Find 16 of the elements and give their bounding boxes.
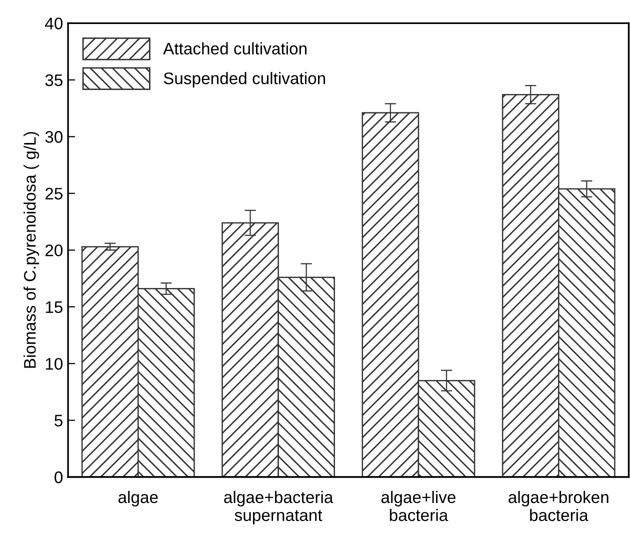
- legend-label: Attached cultivation: [163, 42, 306, 55]
- y-tick-label: 20: [45, 244, 63, 256]
- y-tick-label: 30: [45, 131, 63, 143]
- x-tick-label: algae: [118, 490, 158, 506]
- y-tick-label: 10: [46, 358, 63, 370]
- x-tick-label: algae+live bacteria: [381, 490, 456, 522]
- legend-label: Suspended cultivation: [164, 72, 326, 88]
- x-tick-label: algae+bacteria supernatant: [224, 490, 334, 524]
- y-tick-label: 5: [54, 414, 62, 426]
- y-axis-title: Biomass of C.pyrenoidosa ( g/L): [24, 132, 40, 368]
- y-tick-label: 35: [45, 74, 62, 86]
- y-tick-label: 15: [46, 301, 62, 314]
- y-tick-label: 40: [45, 18, 63, 30]
- y-tick-label: 25: [45, 188, 62, 200]
- y-tick-label: 0: [54, 471, 63, 484]
- x-tick-label: algae+broken bacteria: [508, 490, 608, 522]
